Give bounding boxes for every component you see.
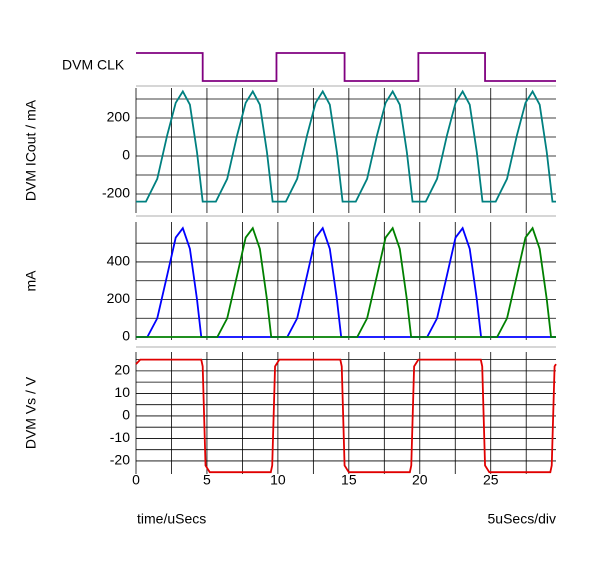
y-axis-label: DVM Vs / V [23,376,39,449]
y-axis-label: mA [23,270,39,292]
trace [136,89,556,203]
y-tick-label: 0 [122,328,130,344]
y-tick-label: -20 [110,452,130,468]
y-tick-label: -10 [110,429,130,445]
y-axis-label: DVM CLK [62,57,125,73]
x-tick-label: 10 [270,472,286,488]
trace [136,52,556,82]
y-tick-label: 200 [107,109,131,125]
x-tick-label: 25 [483,472,499,488]
x-tick-label: 20 [412,472,428,488]
y-tick-label: 0 [122,407,130,423]
y-tick-label: 20 [114,362,130,378]
x-axis-label: time/uSecs [137,511,206,527]
y-tick-label: 0 [122,147,130,163]
trace [136,226,556,338]
y-tick-label: 400 [107,253,131,269]
y-tick-label: -200 [102,185,130,201]
trace [136,226,556,338]
y-axis-label: DVM ICout / mA [23,99,39,201]
x-tick-label: 5 [203,472,211,488]
trace [135,358,557,474]
x-tick-label: 0 [132,472,140,488]
x-tick-label: 15 [341,472,357,488]
y-tick-label: 200 [107,290,131,306]
x-axis-note: 5uSecs/div [488,511,556,527]
y-tick-label: 10 [114,384,130,400]
